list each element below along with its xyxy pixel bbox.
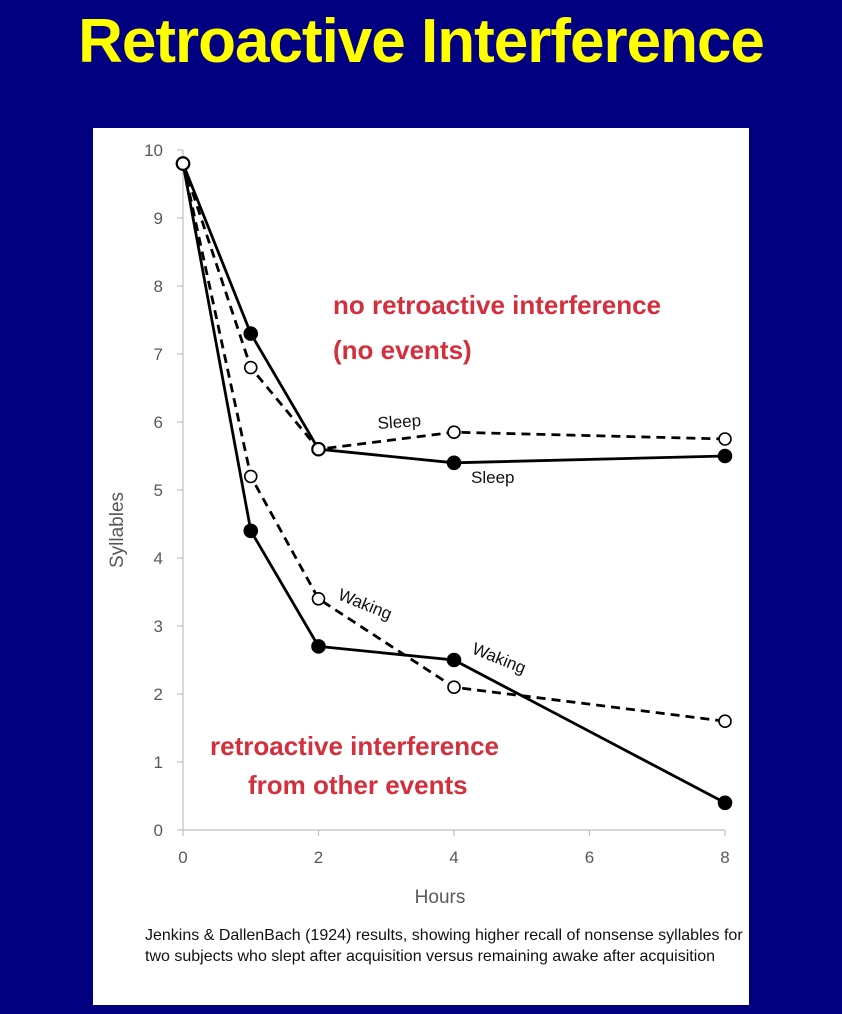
point-waking-solid <box>446 652 462 668</box>
annotation-no-events: (no events) <box>333 335 472 365</box>
series-line-waking-dashed <box>181 163 726 723</box>
figure-caption: Jenkins & DallenBach (1924) results, sho… <box>145 927 743 965</box>
chart-ticks: 0 2 4 6 8 0 1 2 3 4 5 6 7 8 9 10 <box>144 141 730 867</box>
y-tick-label: 10 <box>144 141 163 160</box>
point-sleep-dashed <box>311 442 326 457</box>
point-waking-dashed <box>243 469 258 484</box>
y-tick-label: 5 <box>154 481 163 500</box>
point-waking-dashed <box>718 714 732 729</box>
slide-title: Retroactive Interference <box>78 7 765 76</box>
point-sleep-dashed <box>243 360 258 375</box>
x-tick-label: 8 <box>720 848 729 867</box>
annotation-no-interference: no retroactive interference <box>333 290 661 320</box>
point-sleep-dashed <box>447 425 461 440</box>
y-tick-label: 9 <box>154 209 163 228</box>
y-tick-label: 8 <box>154 277 163 296</box>
point-waking-solid <box>717 795 733 811</box>
annotation-other-events: from other events <box>248 770 468 800</box>
y-tick-label: 6 <box>154 413 163 432</box>
label-sleep-dashed: Sleep <box>377 411 422 433</box>
y-tick-label: 0 <box>154 821 163 840</box>
y-axis-title: Syllables <box>107 492 128 568</box>
x-tick-label: 0 <box>178 848 187 867</box>
label-sleep-solid: Sleep <box>471 468 514 487</box>
point-waking-dashed <box>311 591 326 606</box>
chart-axes <box>182 150 725 831</box>
point-waking-dashed <box>447 680 461 695</box>
y-tick-label: 4 <box>154 549 163 568</box>
point-sleep-solid <box>243 326 259 341</box>
point-waking-dashed <box>176 156 190 171</box>
chart-markers <box>175 156 733 811</box>
point-sleep-solid <box>446 455 462 471</box>
point-sleep-solid <box>717 448 733 464</box>
point-waking-solid <box>311 639 326 654</box>
x-axis-title: Hours <box>415 887 466 908</box>
label-waking-dashed: Waking <box>336 585 395 624</box>
annotation-interference: retroactive interference <box>210 731 499 761</box>
chart-series <box>181 163 726 805</box>
x-tick-label: 2 <box>314 848 323 867</box>
line-chart: 0 2 4 6 8 0 1 2 3 4 5 6 7 8 9 10 Hours Syllables no ret… <box>107 141 733 908</box>
y-tick-label: 3 <box>154 617 163 636</box>
point-waking-solid <box>243 523 259 539</box>
point-sleep-dashed <box>718 432 732 446</box>
y-tick-label: 1 <box>154 753 163 772</box>
series-line-waking-solid <box>181 163 726 805</box>
x-tick-label: 4 <box>449 848 458 867</box>
y-tick-label: 7 <box>154 345 163 364</box>
figure-panel: 0 2 4 6 8 0 1 2 3 4 5 6 7 8 9 10 Hours Syllables no ret… <box>93 128 749 1005</box>
x-tick-label: 6 <box>585 848 594 867</box>
y-tick-label: 2 <box>154 685 163 704</box>
